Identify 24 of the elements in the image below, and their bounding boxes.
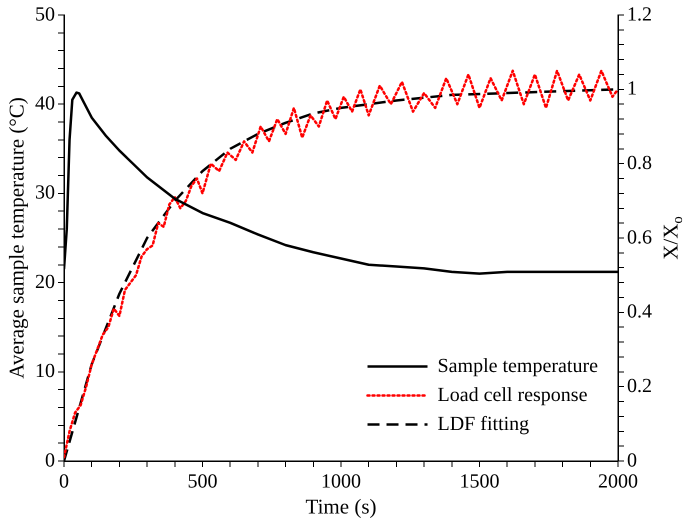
y-axis-title: Average sample temperature (°C)	[4, 97, 29, 379]
y2-tick-label: 0.6	[627, 226, 652, 248]
legend-label: Load cell response	[438, 384, 588, 406]
y-tick-label: 30	[35, 182, 55, 204]
y-tick-label: 40	[35, 92, 55, 114]
y-tick-label: 50	[35, 3, 55, 26]
x-tick-label: 2000	[598, 470, 638, 492]
x-tick-label: 0	[59, 470, 69, 492]
legend-label: Sample temperature	[438, 354, 598, 377]
y2-tick-label: 0.2	[627, 374, 652, 397]
y-tick-label: 20	[35, 270, 55, 293]
y2-tick-label: 1.2	[627, 3, 652, 26]
x-tick-label: 500	[188, 470, 218, 492]
x-tick-label: 1500	[460, 470, 500, 492]
y-tick-label: 0	[45, 449, 55, 472]
legend-label: LDF fitting	[438, 412, 530, 435]
y2-tick-label: 1	[627, 78, 637, 100]
y2-tick-label: 0.4	[627, 300, 652, 323]
y-tick-label: 10	[35, 360, 55, 382]
y2-tick-label: 0.8	[627, 152, 652, 174]
y2-tick-label: 0	[627, 449, 637, 472]
y2-axis-title: X/Xo	[658, 216, 685, 260]
x-tick-label: 1000	[321, 470, 361, 492]
x-axis-title: Time (s)	[306, 494, 377, 519]
